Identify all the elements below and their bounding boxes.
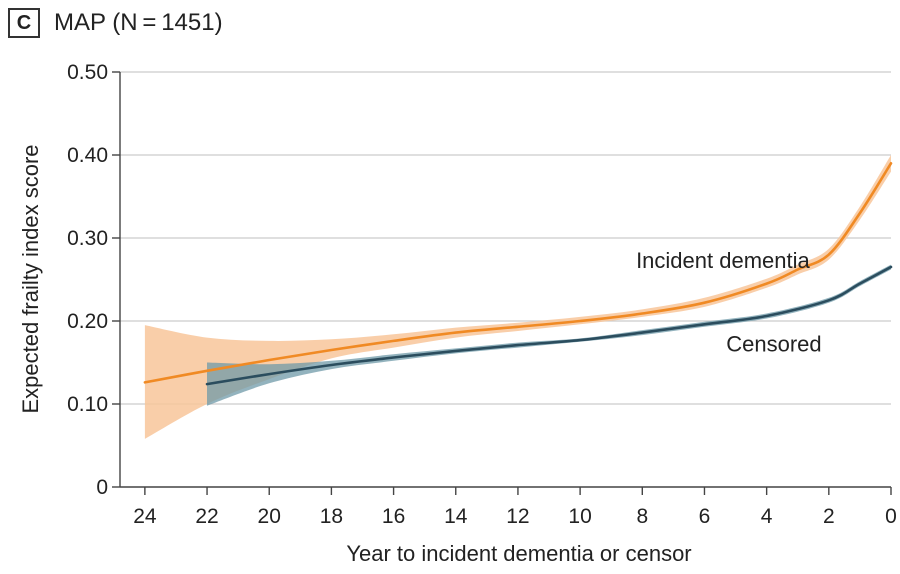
- y-tick-label: 0.40: [67, 144, 108, 167]
- x-tick-label: 2: [823, 505, 835, 528]
- y-tick-label: 0.50: [67, 61, 108, 84]
- x-tick-label: 8: [636, 505, 648, 528]
- censored-label: Censored: [726, 332, 821, 357]
- x-tick-label: 4: [761, 505, 773, 528]
- x-tick-label: 0: [885, 505, 897, 528]
- series-lines: [143, 162, 893, 386]
- gridlines: [120, 71, 891, 405]
- series-line-incident-dementia: [143, 162, 893, 384]
- y-tick-label: 0: [96, 476, 108, 499]
- x-tick-label: 14: [444, 505, 468, 528]
- chart-title: MAP (N = 1451): [54, 9, 223, 36]
- y-tick-label: 0.10: [67, 393, 108, 416]
- x-tick-label: 10: [568, 505, 591, 528]
- x-tick-label: 22: [195, 505, 218, 528]
- series-labels: Incident dementia Censored: [636, 248, 822, 357]
- incident-dementia-label: Incident dementia: [636, 248, 810, 273]
- panel-header: C MAP (N = 1451): [8, 5, 223, 41]
- x-tick-label: 24: [133, 505, 157, 528]
- y-tick-label: 0.30: [67, 227, 108, 250]
- y-tick-label: 0.20: [67, 310, 108, 333]
- x-tick-label: 6: [699, 505, 711, 528]
- x-tick-label: 12: [506, 505, 529, 528]
- x-tick-label: 16: [382, 505, 405, 528]
- axes: [112, 71, 892, 495]
- panel-letter-badge: C: [8, 8, 40, 38]
- x-axis-label: Year to incident dementia or censor: [346, 541, 691, 566]
- y-axis-label: Expected frailty index score: [18, 144, 43, 413]
- x-tick-label: 18: [320, 505, 343, 528]
- ci-band-incident-dementia: [144, 155, 891, 439]
- x-tick-label: 20: [258, 505, 281, 528]
- series-line-censored: [205, 265, 893, 386]
- confidence-bands: [144, 155, 891, 439]
